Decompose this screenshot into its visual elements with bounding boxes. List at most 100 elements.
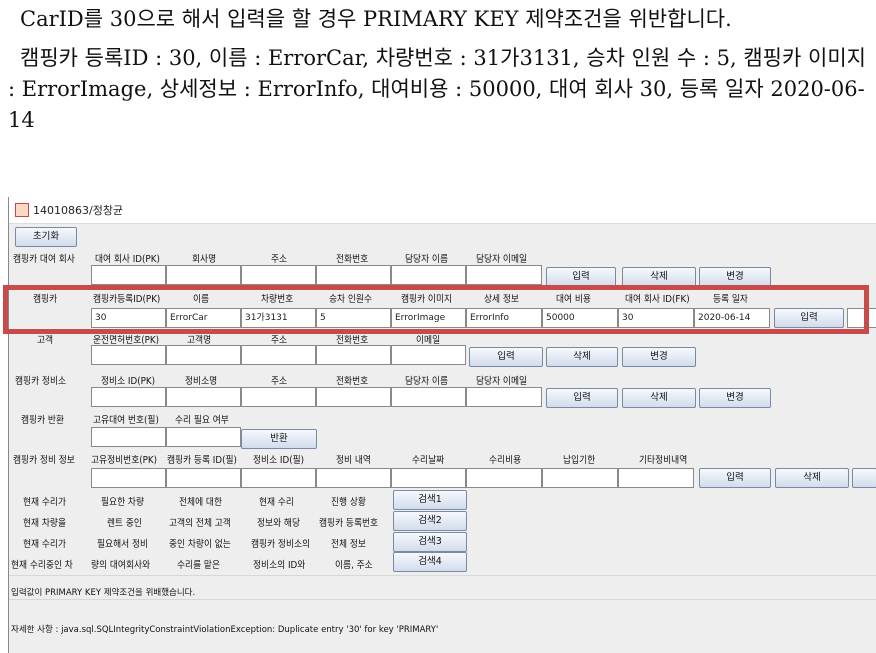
search-cell: 현재 수리가 <box>23 539 66 550</box>
camper-id-field[interactable]: 30 <box>91 308 166 328</box>
search-cell: 캠핑카 정비소의 <box>251 539 311 550</box>
search3-button[interactable]: 검색3 <box>393 532 467 552</box>
search-cell: 렌트 중인 <box>107 518 142 529</box>
camper-insert-button[interactable]: 입력 <box>774 308 844 328</box>
search2-button[interactable]: 검색2 <box>393 511 467 531</box>
repair-header: 수리날짜 <box>412 455 445 466</box>
company-insert-button[interactable]: 입력 <box>546 267 616 287</box>
search-cell: 현재 수리가 <box>23 497 66 508</box>
customer-insert-button[interactable]: 입력 <box>469 347 543 367</box>
camper-section-label: 캠핑카 <box>33 294 58 305</box>
company-address-field[interactable] <box>241 265 316 285</box>
search-cell: 이름, 주소 <box>335 560 373 571</box>
app-window: 14010863/정창균 초기화 캠핑카 대여 회사 대여 회사 ID(PK) … <box>8 197 876 653</box>
shop-section-label: 캠핑카 정비소 <box>15 376 67 387</box>
customer-address-field[interactable] <box>241 345 316 365</box>
company-name-field[interactable] <box>166 265 241 285</box>
customer-update-button[interactable]: 변경 <box>622 347 696 367</box>
camper-company-id-field[interactable]: 30 <box>618 308 694 328</box>
camper-detail-field[interactable]: ErrorInfo <box>466 308 542 328</box>
search1-button[interactable]: 검색1 <box>393 490 467 510</box>
camper-header: 대여 회사 ID(FK) <box>625 294 690 305</box>
customer-section-label: 고객 <box>37 335 54 346</box>
search-cell: 고객의 전체 고객 <box>169 518 231 529</box>
shop-email-field[interactable] <box>466 387 542 407</box>
search-cell: 필요해서 정비 <box>97 539 149 550</box>
shop-id-field[interactable] <box>91 387 166 407</box>
return-header: 고유대여 번호(필) <box>93 415 159 426</box>
customer-header: 전화번호 <box>336 335 369 346</box>
repair-cost-field[interactable] <box>466 468 542 488</box>
search-cell: 진행 상황 <box>331 497 366 508</box>
customer-delete-button[interactable]: 삭제 <box>546 347 618 367</box>
company-manager-field[interactable] <box>391 265 466 285</box>
repair-history-field[interactable] <box>316 468 391 488</box>
shop-delete-button[interactable]: 삭제 <box>622 388 696 408</box>
shop-insert-button[interactable]: 입력 <box>546 388 618 408</box>
repair-insert-button[interactable]: 입력 <box>699 468 771 488</box>
customer-header: 운전면허번호(PK) <box>93 335 160 346</box>
camper-header: 캠핑카등록ID(PK) <box>93 294 161 305</box>
repair-id-field[interactable] <box>91 468 166 488</box>
customer-header: 이메일 <box>416 335 441 346</box>
repair-section-label: 캠핑카 정비 정보 <box>13 455 75 466</box>
java-cup-icon <box>15 203 29 217</box>
camper-capacity-field[interactable]: 5 <box>316 308 391 328</box>
search-cell: 정보와 해당 <box>257 518 300 529</box>
repair-camper-id-field[interactable] <box>166 468 241 488</box>
search-cell: 정비소의 ID와 <box>253 560 306 571</box>
repair-header: 정비소 ID(필) <box>253 455 305 466</box>
company-section-label: 캠핑카 대여 회사 <box>13 254 75 265</box>
search-cell: 캠핑카 등록번호 <box>319 518 379 529</box>
camper-fee-field[interactable]: 50000 <box>542 308 618 328</box>
camper-image-field[interactable]: ErrorImage <box>391 308 466 328</box>
repair-header: 기타정비내역 <box>639 455 688 466</box>
customer-name-field[interactable] <box>166 345 241 365</box>
camper-header: 등록 일자 <box>713 294 748 305</box>
customer-phone-field[interactable] <box>316 345 391 365</box>
shop-update-button[interactable]: 변경 <box>699 388 771 408</box>
return-section-label: 캠핑카 반환 <box>21 415 64 426</box>
search-cell: 현재 수리 <box>259 497 294 508</box>
repair-due-field[interactable] <box>542 468 618 488</box>
instruction-paragraph-1: CarID를 30으로 해서 입력을 할 경우 PRIMARY KEY 제약조건… <box>20 7 732 31</box>
return-button[interactable]: 반환 <box>241 429 317 449</box>
repair-shop-id-field[interactable] <box>241 468 316 488</box>
return-rental-no-field[interactable] <box>91 427 166 447</box>
shop-manager-field[interactable] <box>391 387 466 407</box>
customer-license-field[interactable] <box>91 345 166 365</box>
reset-button[interactable]: 초기화 <box>15 227 77 247</box>
shop-header: 담당자 이름 <box>405 376 448 387</box>
repair-delete-button[interactable]: 삭제 <box>775 468 849 488</box>
repair-other-field[interactable] <box>618 468 694 488</box>
company-phone-field[interactable] <box>316 265 391 285</box>
repair-date-field[interactable] <box>391 468 466 488</box>
repair-extra-button[interactable] <box>852 468 876 488</box>
company-email-field[interactable] <box>466 265 542 285</box>
company-header: 회사명 <box>192 254 217 265</box>
company-update-button[interactable]: 변경 <box>699 267 771 287</box>
customer-email-field[interactable] <box>391 345 466 365</box>
repair-header: 캠핑카 등록 ID(필) <box>167 455 237 466</box>
search4-button[interactable]: 검색4 <box>393 552 467 572</box>
search-cell: 전체 정보 <box>331 539 366 550</box>
camper-header: 상세 정보 <box>484 294 519 305</box>
divider <box>9 575 876 576</box>
instruction-paragraph-2: 캠핑카 등록ID : 30, 이름 : ErrorCar, 차량번호 : 31가… <box>8 46 866 132</box>
title-bar: 14010863/정창균 <box>9 197 876 224</box>
company-header: 담당자 이메일 <box>476 254 528 265</box>
camper-name-field[interactable]: ErrorCar <box>166 308 241 328</box>
company-header: 대여 회사 ID(PK) <box>95 254 160 265</box>
camper-reg-date-field[interactable]: 2020-06-14 <box>694 308 770 328</box>
return-repair-needed-field[interactable] <box>166 427 241 447</box>
shop-name-field[interactable] <box>166 387 241 407</box>
company-id-field[interactable] <box>91 265 166 285</box>
shop-address-field[interactable] <box>241 387 316 407</box>
customer-header: 고객명 <box>187 335 212 346</box>
search-cell: 현재 수리중인 차 <box>11 560 73 571</box>
camper-header: 이름 <box>193 294 210 305</box>
camper-plate-field[interactable]: 31가3131 <box>241 308 316 328</box>
shop-header: 정비소 ID(PK) <box>101 376 156 387</box>
company-delete-button[interactable]: 삭제 <box>622 267 696 287</box>
shop-phone-field[interactable] <box>316 387 391 407</box>
